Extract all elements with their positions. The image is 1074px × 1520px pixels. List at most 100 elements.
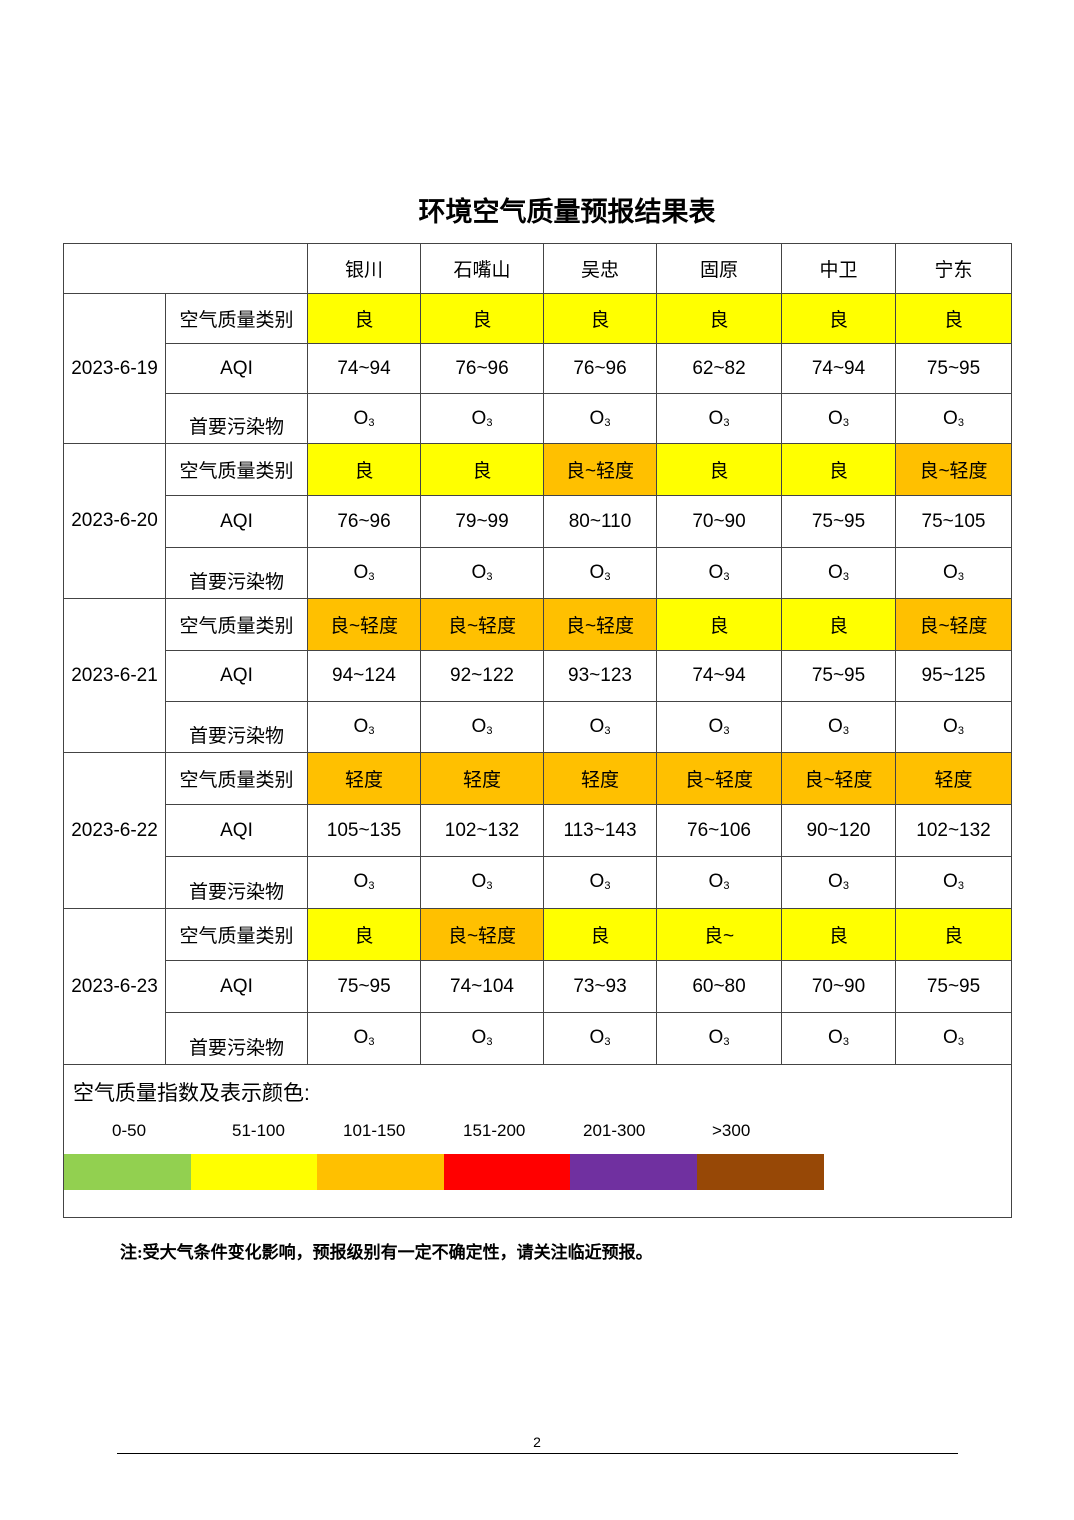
pollutant-cell: O3: [781, 393, 896, 444]
pollutant-subscript: 3: [842, 725, 849, 737]
pollutant-cell: O3: [420, 701, 544, 753]
legend-range-label: 151-200: [463, 1121, 526, 1140]
category-cell: 良: [781, 293, 896, 344]
aqi-cell: 70~90: [656, 495, 782, 548]
pollutant-cell: O3: [307, 856, 421, 909]
pollutant-symbol: O: [708, 1027, 724, 1048]
aqi-row: AQI 75~95 74~104 73~93 60~80 70~90 75~95: [64, 960, 1012, 1013]
aqi-cell: 105~135: [307, 804, 421, 857]
aqi-row: AQI 76~96 79~99 80~110 70~90 75~95 75~105: [64, 495, 1012, 548]
aqi-cell: 73~93: [543, 960, 657, 1013]
pollutant-subscript: 3: [604, 571, 611, 583]
pollutant-subscript: 3: [723, 417, 730, 429]
pollutant-symbol: O: [943, 408, 958, 429]
pollutant-symbol: O: [828, 408, 843, 429]
aqi-row: AQI 74~94 76~96 76~96 62~82 74~94 75~95: [64, 343, 1012, 394]
aqi-cell: 75~95: [895, 960, 1012, 1013]
pollutant-row: 首要污染物 O3 O3 O3 O3 O3 O3: [64, 856, 1012, 909]
category-cell: 良: [895, 908, 1012, 961]
aqi-cell: 95~125: [895, 650, 1012, 702]
legend-color-swatch: [697, 1154, 824, 1190]
category-row: 2023-6-19 空气质量类别良良良良良良: [63, 293, 1012, 444]
category-cell: 良~轻度: [307, 598, 421, 651]
row-label-category: 空气质量类别: [165, 443, 308, 496]
aqi-cell: 62~82: [656, 343, 782, 394]
pollutant-subscript: 3: [368, 725, 375, 737]
category-cell: 良: [420, 443, 544, 496]
category-cell: 轻度: [420, 752, 544, 805]
aqi-cell: 60~80: [656, 960, 782, 1013]
pollutant-symbol: O: [943, 1027, 958, 1048]
aqi-cell: 113~143: [543, 804, 657, 857]
legend-range-label: >300: [712, 1121, 751, 1140]
aqi-cell: 75~95: [307, 960, 421, 1013]
legend-color-swatch: [64, 1154, 191, 1190]
pollutant-subscript: 3: [957, 725, 964, 737]
category-cell: 良~轻度: [895, 443, 1012, 496]
row-label-aqi: AQI: [165, 650, 308, 702]
pollutant-cell: O3: [420, 1012, 544, 1065]
pollutant-row: 首要污染物 O3 O3 O3 O3 O3 O3: [64, 701, 1012, 753]
pollutant-cell: O3: [656, 547, 782, 599]
legend-range-label: 0-50: [112, 1121, 147, 1140]
category-cell: 良: [656, 598, 782, 651]
category-cell: 良: [781, 598, 896, 651]
aqi-cell: 76~96: [420, 343, 544, 394]
aqi-cell: 74~94: [656, 650, 782, 702]
category-cell: 良: [781, 443, 896, 496]
pollutant-cell: O3: [420, 547, 544, 599]
pollutant-subscript: 3: [486, 1036, 493, 1048]
pollutant-subscript: 3: [368, 880, 375, 892]
legend-range-label: 201-300: [583, 1121, 646, 1140]
category-cell: 良~轻度: [543, 443, 657, 496]
pollutant-symbol: O: [353, 562, 369, 583]
category-cell: 良~轻度: [420, 598, 544, 651]
category-cell: 良~轻度: [895, 598, 1012, 651]
pollutant-cell: O3: [420, 856, 544, 909]
row-label-pollutant: 首要污染物: [165, 393, 308, 444]
pollutant-subscript: 3: [368, 417, 375, 429]
pollutant-symbol: O: [828, 562, 843, 583]
row-label-aqi: AQI: [165, 960, 308, 1013]
category-cell: 良~: [656, 908, 782, 961]
pollutant-subscript: 3: [486, 880, 493, 892]
category-cell: 良: [420, 293, 544, 344]
pollutant-subscript: 3: [368, 571, 375, 583]
pollutant-cell: O3: [781, 856, 896, 909]
category-cell: 良~轻度: [543, 598, 657, 651]
pollutant-symbol: O: [589, 716, 605, 737]
category-cell: 良: [895, 293, 1012, 344]
row-label-category: 空气质量类别: [165, 908, 308, 961]
pollutant-cell: O3: [420, 393, 544, 444]
pollutant-subscript: 3: [368, 1036, 375, 1048]
city-header: 吴忠: [543, 243, 657, 294]
aqi-cell: 92~122: [420, 650, 544, 702]
pollutant-symbol: O: [589, 562, 605, 583]
pollutant-cell: O3: [543, 1012, 657, 1065]
pollutant-symbol: O: [353, 871, 369, 892]
category-cell: 良: [307, 908, 421, 961]
pollutant-subscript: 3: [957, 880, 964, 892]
pollutant-subscript: 3: [723, 725, 730, 737]
aqi-cell: 76~96: [543, 343, 657, 394]
pollutant-symbol: O: [708, 716, 724, 737]
city-header: 石嘴山: [420, 243, 544, 294]
pollutant-symbol: O: [828, 871, 843, 892]
pollutant-cell: O3: [543, 547, 657, 599]
pollutant-symbol: O: [943, 716, 958, 737]
pollutant-symbol: O: [471, 871, 487, 892]
pollutant-symbol: O: [471, 1027, 487, 1048]
category-row: 2023-6-23 空气质量类别良良~轻度良良~ 良良: [63, 908, 1012, 1065]
category-row: 2023-6-21 空气质量类别 良~轻度 良~轻度 良~轻度良良良~轻度: [63, 598, 1012, 753]
legend-row: 空气质量指数及表示颜色: 0-50 51-100 101-150 151-200 201-…: [63, 1064, 1012, 1218]
aqi-cell: 102~132: [420, 804, 544, 857]
category-cell: 良: [543, 908, 657, 961]
page-number: 2: [533, 1434, 541, 1450]
aqi-cell: 75~95: [781, 650, 896, 702]
legend-color-swatch: [190, 1154, 318, 1190]
aqi-cell: 80~110: [543, 495, 657, 548]
date-cell: 2023-6-21: [63, 598, 166, 753]
pollutant-symbol: O: [708, 408, 724, 429]
aqi-row: AQI 94~124 92~122 93~123 74~94 75~95 95~125: [64, 650, 1012, 702]
pollutant-subscript: 3: [604, 880, 611, 892]
